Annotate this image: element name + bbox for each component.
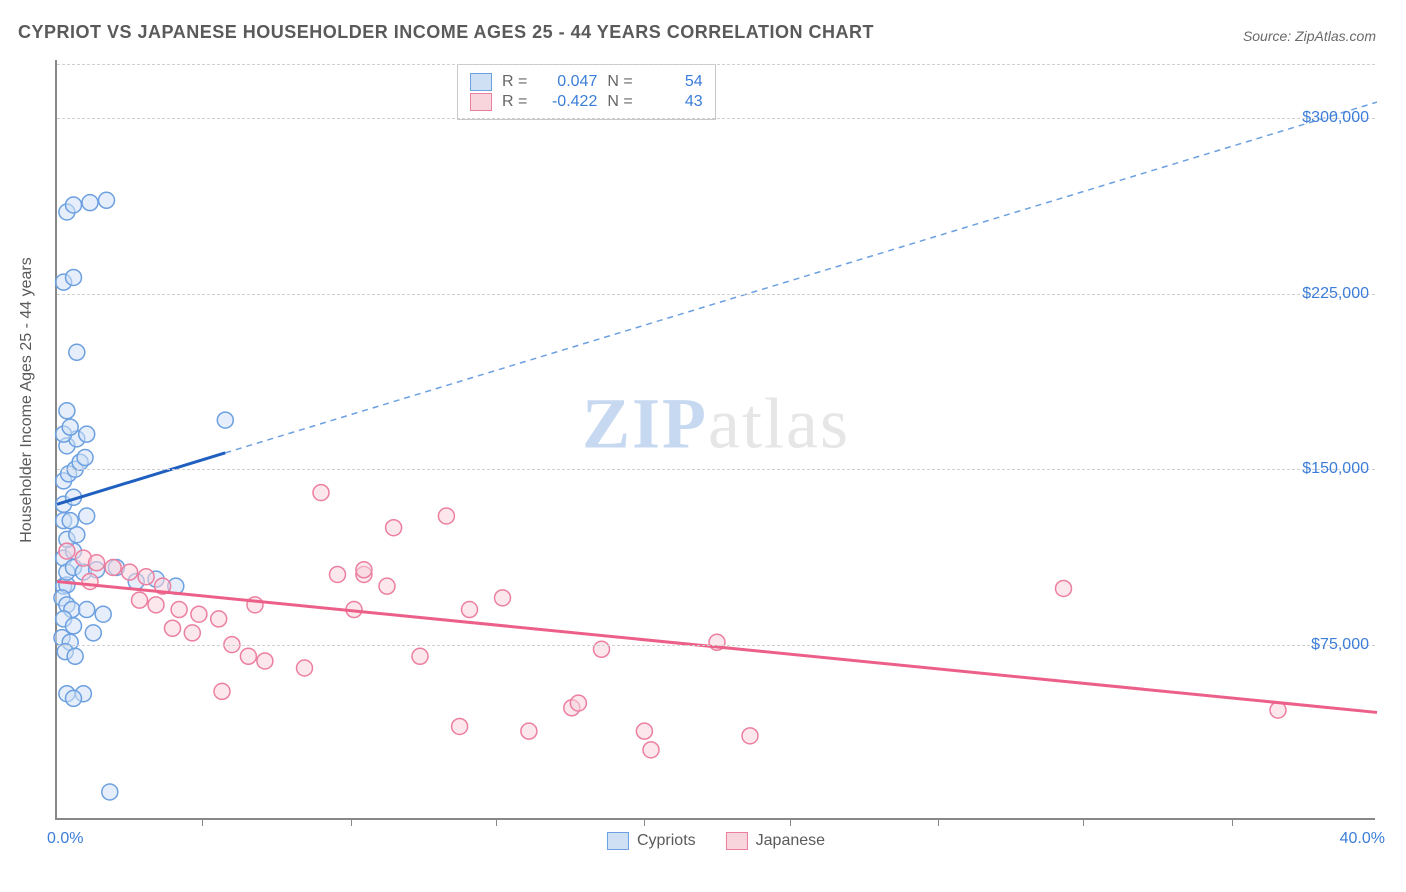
r-value-1: -0.422	[537, 93, 597, 111]
trend-line-dashed	[225, 102, 1377, 453]
data-point	[438, 508, 454, 524]
data-point	[356, 562, 372, 578]
r-label-0: R =	[502, 73, 527, 91]
swatch-japanese	[470, 93, 492, 111]
data-point	[521, 723, 537, 739]
swatch-cypriots	[470, 73, 492, 91]
y-tick-label: $300,000	[1302, 109, 1377, 127]
data-point	[191, 606, 207, 622]
data-point	[257, 653, 273, 669]
stats-row-cypriots: R = 0.047 N = 54	[470, 73, 703, 91]
x-tick	[202, 818, 203, 826]
data-point	[313, 485, 329, 501]
x-tick	[1083, 818, 1084, 826]
gridline	[57, 64, 1375, 65]
data-point	[69, 344, 85, 360]
legend-label-japanese: Japanese	[756, 832, 825, 850]
n-label-0: N =	[607, 73, 632, 91]
r-value-0: 0.047	[537, 73, 597, 91]
stats-legend: R = 0.047 N = 54 R = -0.422 N = 43	[457, 64, 716, 120]
x-min-label: 0.0%	[47, 830, 83, 848]
bottom-legend: Cypriots Japanese	[607, 832, 825, 850]
data-point	[452, 718, 468, 734]
data-point	[85, 625, 101, 641]
x-tick	[351, 818, 352, 826]
data-point	[330, 566, 346, 582]
data-point	[77, 450, 93, 466]
data-point	[495, 590, 511, 606]
plot-area: ZIPatlas R = 0.047 N = 54 R = -0.422 N =…	[55, 60, 1375, 820]
chart-container: CYPRIOT VS JAPANESE HOUSEHOLDER INCOME A…	[0, 0, 1406, 892]
legend-swatch-cypriots	[607, 832, 629, 850]
legend-item-cypriots: Cypriots	[607, 832, 696, 850]
data-point	[82, 573, 98, 589]
data-point	[79, 602, 95, 618]
data-point	[89, 555, 105, 571]
data-point	[66, 690, 82, 706]
data-point	[297, 660, 313, 676]
data-point	[462, 602, 478, 618]
data-point	[211, 611, 227, 627]
x-tick	[790, 818, 791, 826]
x-tick	[938, 818, 939, 826]
x-tick	[1232, 818, 1233, 826]
data-point	[412, 648, 428, 664]
source-attribution: Source: ZipAtlas.com	[1243, 28, 1376, 44]
chart-title: CYPRIOT VS JAPANESE HOUSEHOLDER INCOME A…	[18, 22, 874, 43]
data-point	[102, 784, 118, 800]
data-point	[67, 648, 83, 664]
data-point	[132, 592, 148, 608]
n-value-1: 43	[643, 93, 703, 111]
data-point	[386, 520, 402, 536]
x-tick	[644, 818, 645, 826]
data-point	[122, 564, 138, 580]
x-tick	[496, 818, 497, 826]
data-point	[79, 426, 95, 442]
data-point	[570, 695, 586, 711]
stats-row-japanese: R = -0.422 N = 43	[470, 93, 703, 111]
data-point	[240, 648, 256, 664]
data-point	[95, 606, 111, 622]
data-point	[643, 742, 659, 758]
data-point	[62, 419, 78, 435]
data-point	[66, 197, 82, 213]
data-point	[214, 683, 230, 699]
n-value-0: 54	[643, 73, 703, 91]
data-point	[79, 508, 95, 524]
r-label-1: R =	[502, 93, 527, 111]
data-point	[82, 195, 98, 211]
data-point	[99, 192, 115, 208]
data-point	[165, 620, 181, 636]
data-point	[105, 559, 121, 575]
data-point	[184, 625, 200, 641]
data-point	[379, 578, 395, 594]
legend-item-japanese: Japanese	[726, 832, 825, 850]
data-point	[62, 513, 78, 529]
data-point	[636, 723, 652, 739]
n-label-1: N =	[607, 93, 632, 111]
gridline	[57, 645, 1375, 646]
data-point	[1056, 580, 1072, 596]
data-point	[59, 403, 75, 419]
y-tick-label: $150,000	[1302, 460, 1377, 478]
data-point	[59, 543, 75, 559]
data-point	[66, 269, 82, 285]
gridline	[57, 469, 1375, 470]
y-tick-label: $225,000	[1302, 285, 1377, 303]
y-tick-label: $75,000	[1311, 636, 1377, 654]
trend-line	[57, 581, 1377, 712]
y-axis-label: Householder Income Ages 25 - 44 years	[18, 257, 36, 543]
data-point	[742, 728, 758, 744]
gridline	[57, 118, 1375, 119]
legend-label-cypriots: Cypriots	[637, 832, 696, 850]
gridline	[57, 294, 1375, 295]
data-point	[171, 602, 187, 618]
legend-swatch-japanese	[726, 832, 748, 850]
data-point	[148, 597, 164, 613]
data-point	[138, 569, 154, 585]
data-point	[217, 412, 233, 428]
x-max-label: 40.0%	[1340, 830, 1385, 848]
chart-svg	[57, 60, 1375, 818]
